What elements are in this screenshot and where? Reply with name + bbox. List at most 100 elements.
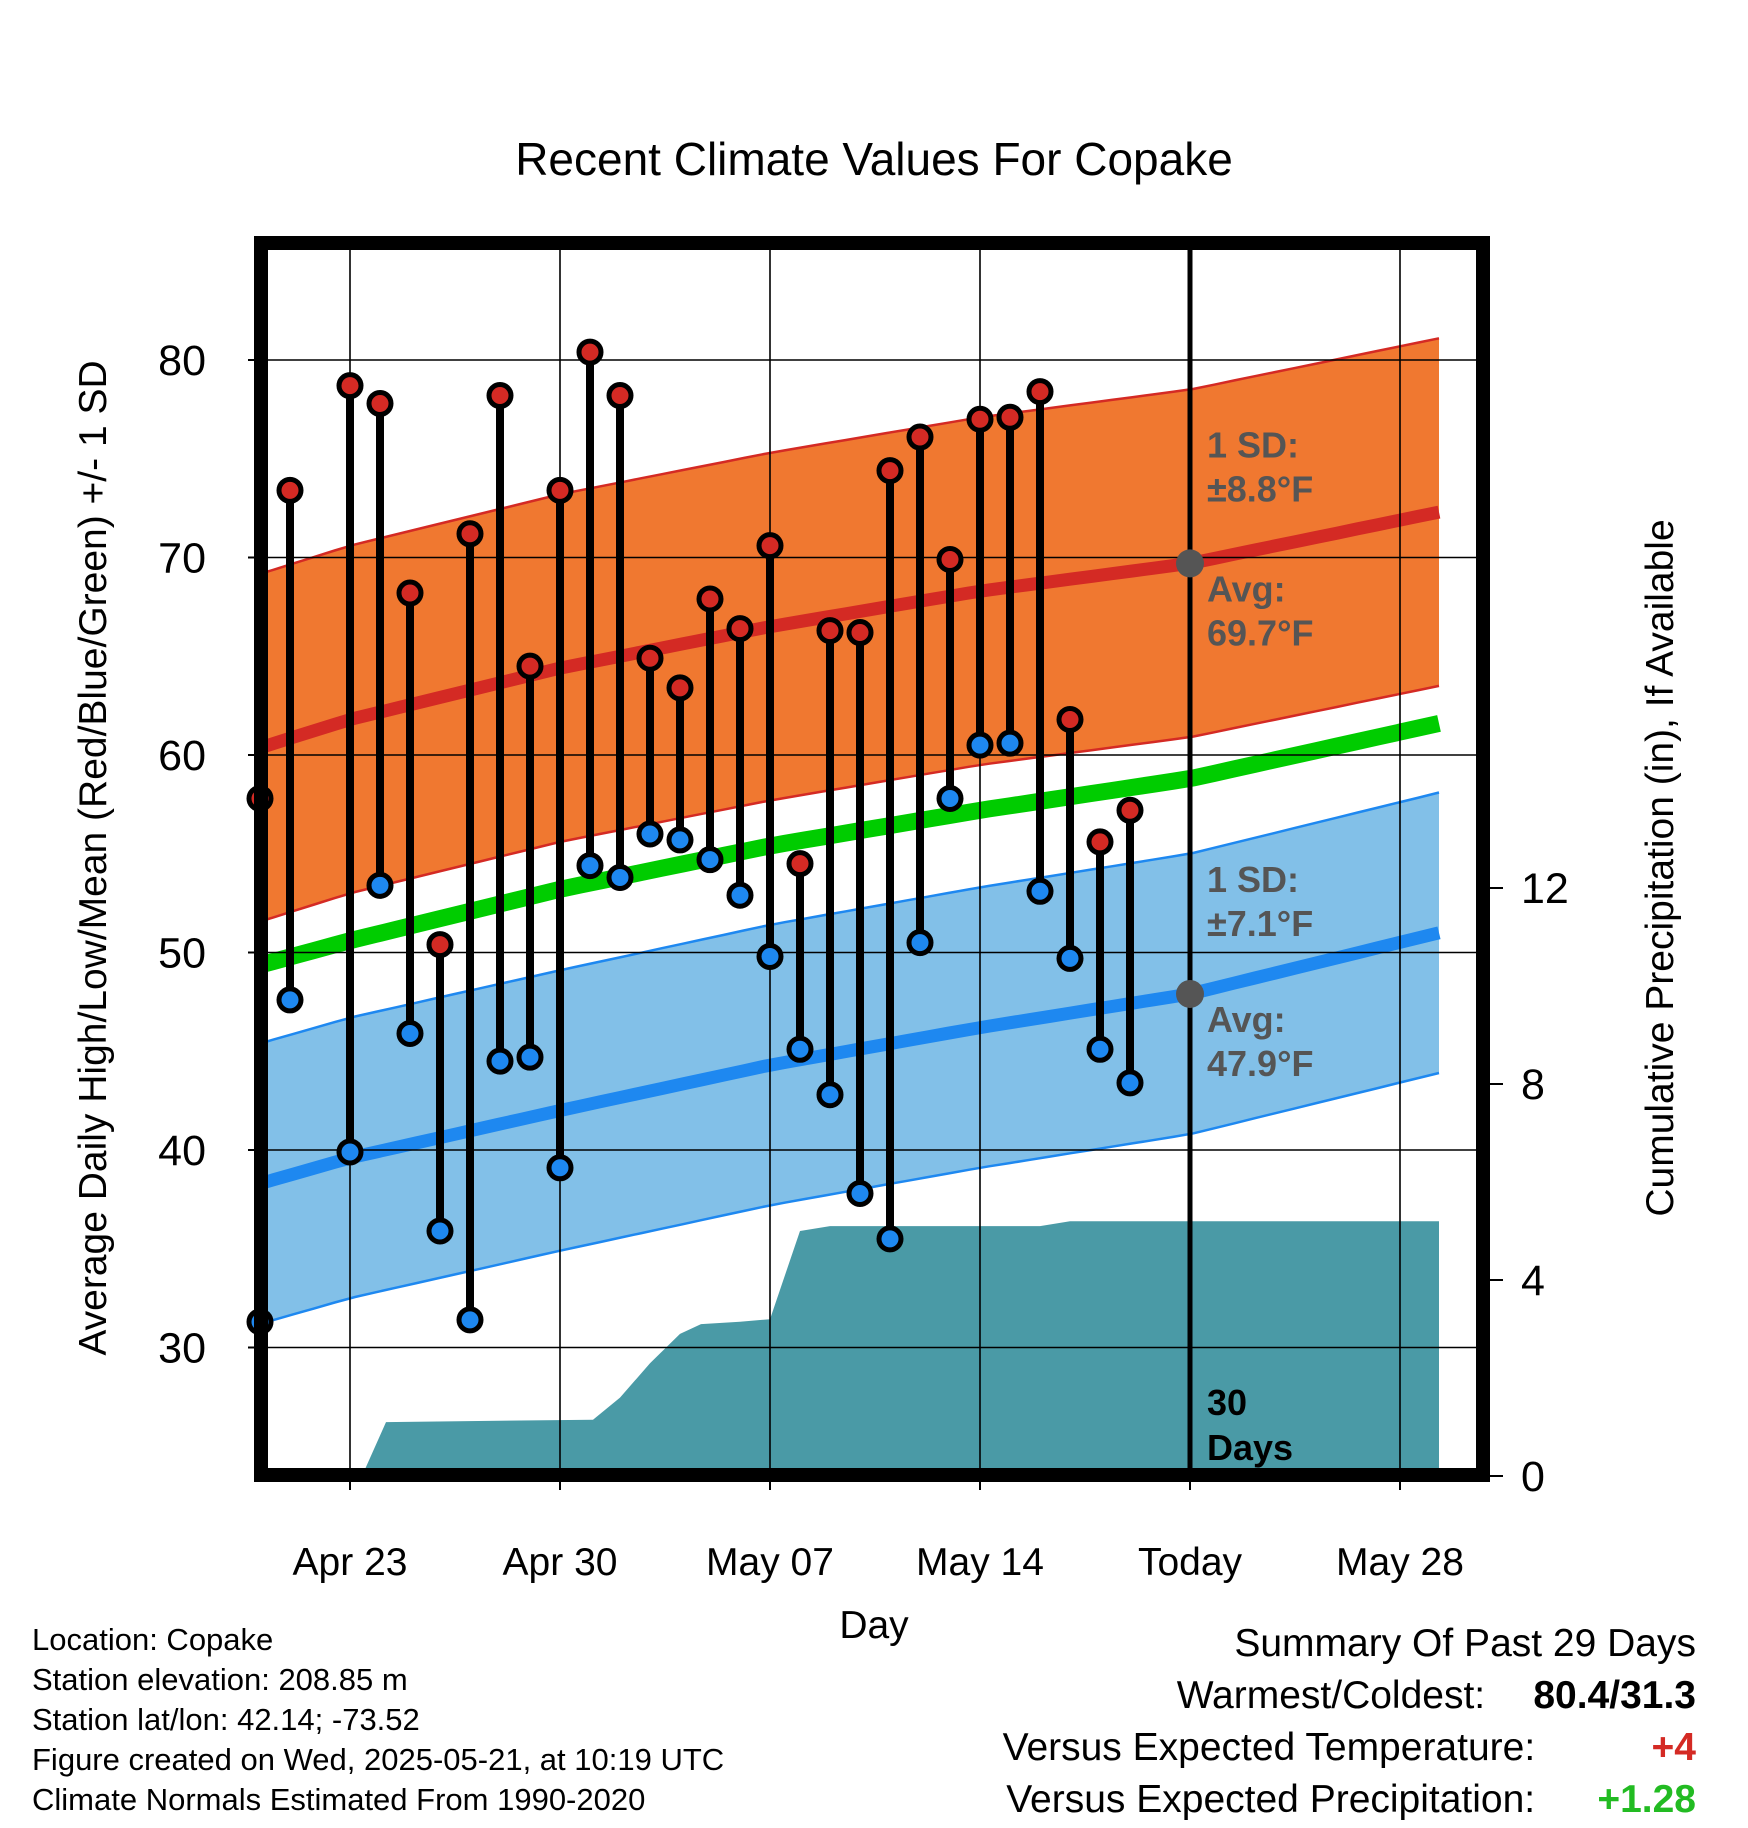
x-tick-label: Today [1138, 1541, 1243, 1584]
daily-high-point [456, 520, 484, 548]
summary-panel: Summary Of Past 29 Days Warmest/Coldest:… [796, 1618, 1696, 1826]
precip-diff-value: +1.28 [1597, 1778, 1696, 1821]
y-tick-label: 70 [158, 535, 206, 583]
daily-high-point [906, 423, 934, 451]
daily-high-point [516, 652, 544, 680]
precip-diff-label: Versus Expected Precipitation: [1006, 1778, 1536, 1821]
daily-high-point [486, 382, 514, 410]
daily-high-point [1026, 378, 1054, 406]
daily-low-point [816, 1081, 844, 1109]
daily-high-point [816, 617, 844, 645]
low-avg-label: Avg: [1207, 999, 1286, 1040]
daily-low-point [366, 871, 394, 899]
daily-high-point [696, 585, 724, 613]
daily-high-point [666, 674, 694, 702]
daily-high-point [936, 545, 964, 573]
days-count-label: 30 [1207, 1382, 1247, 1423]
daily-low-point [996, 729, 1024, 757]
daily-high-point [786, 850, 814, 878]
daily-high-point [1116, 796, 1144, 824]
today-low-avg-marker [1176, 979, 1204, 1008]
y-axis-label: Average Daily High/Low/Mean (Red/Blue/Gr… [72, 360, 115, 1355]
daily-high-point [876, 457, 904, 485]
normals-source-text: Climate Normals Estimated From 1990-2020 [32, 1782, 646, 1817]
daily-low-point [1026, 877, 1054, 905]
daily-low-point [276, 986, 304, 1014]
daily-low-point [456, 1306, 484, 1334]
x-axis-label: Day [839, 1604, 909, 1647]
daily-high-point [276, 476, 304, 504]
y2-tick-label: 0 [1521, 1453, 1545, 1501]
low-sd-value: ±7.1°F [1207, 903, 1313, 944]
high-avg-line [268, 505, 1441, 753]
daily-high-point [606, 382, 634, 410]
warm-cold-label: Warmest/Coldest: [1176, 1674, 1486, 1717]
daily-low-point [906, 929, 934, 957]
y2-axis-label: Cumulative Precipitation (in), If Availa… [1639, 519, 1682, 1216]
daily-high-point [426, 931, 454, 959]
daily-low-point [606, 863, 634, 891]
daily-low-point [396, 1019, 424, 1047]
elevation-text: Station elevation: 208.85 m [32, 1662, 408, 1697]
daily-low-point [546, 1154, 574, 1182]
daily-high-point [366, 389, 394, 417]
daily-high-point [576, 338, 604, 366]
x-tick-label: Apr 30 [503, 1541, 618, 1584]
days-word-label: Days [1207, 1427, 1293, 1468]
warm-cold-value: 80.4/31.3 [1533, 1674, 1696, 1717]
y-tick-label: 30 [158, 1325, 206, 1373]
daily-high-point [546, 476, 574, 504]
daily-low-point [726, 881, 754, 909]
station-info: Location: Copake Station elevation: 208.… [32, 1620, 724, 1820]
daily-high-point [636, 644, 664, 672]
y-tick-label: 60 [158, 732, 206, 780]
temp-diff-label: Versus Expected Temperature: [1002, 1726, 1536, 1769]
x-tick-label: May 07 [706, 1541, 834, 1584]
high-sd-lower-edge [268, 684, 1440, 921]
summary-title: Summary Of Past 29 Days [1234, 1622, 1696, 1665]
daily-low-point [576, 852, 604, 880]
daily-high-point [726, 615, 754, 643]
daily-high-point [1056, 705, 1084, 733]
y-tick-label: 40 [158, 1127, 206, 1175]
low-sd-lower-edge [268, 1071, 1440, 1323]
daily-low-point [1056, 944, 1084, 972]
daily-high-point [996, 403, 1024, 431]
high-avg-value: 69.7°F [1207, 612, 1313, 653]
y-tick-label: 50 [158, 930, 206, 978]
today-high-avg-marker [1176, 549, 1204, 578]
daily-high-point [846, 619, 874, 647]
high-avg-label: Avg: [1207, 568, 1286, 609]
daily-low-point [426, 1217, 454, 1245]
low-sd-upper-edge [268, 791, 1440, 1043]
daily-low-point [756, 942, 784, 970]
high-sd-value: ±8.8°F [1207, 469, 1313, 510]
low-avg-line [268, 926, 1441, 1189]
daily-low-point [1086, 1035, 1114, 1063]
y2-tick-label: 4 [1521, 1257, 1545, 1305]
summary-precip-row: Versus Expected Precipitation: +1.28 [796, 1774, 1696, 1826]
low-avg-value: 47.9°F [1207, 1043, 1313, 1084]
y-tick-label: 80 [158, 337, 206, 385]
daily-high-point [1086, 828, 1114, 856]
plot-frame [254, 236, 1490, 1482]
daily-low-point [936, 784, 964, 812]
x-tick-label: May 28 [1336, 1541, 1464, 1584]
temp-diff-value: +4 [1651, 1726, 1696, 1769]
daily-high-point [756, 532, 784, 560]
daily-low-point [696, 846, 724, 874]
x-tick-label: May 14 [916, 1541, 1044, 1584]
high-sd-upper-edge [268, 337, 1440, 573]
latlon-text: Station lat/lon: 42.14; -73.52 [32, 1702, 420, 1737]
daily-low-point [786, 1035, 814, 1063]
location-text: Location: Copake [32, 1622, 274, 1657]
summary-warm-cold-row: Warmest/Coldest: 80.4/31.3 [796, 1670, 1696, 1722]
low-sd-label: 1 SD: [1207, 859, 1299, 900]
daily-low-point [666, 826, 694, 854]
created-text: Figure created on Wed, 2025-05-21, at 10… [32, 1742, 725, 1777]
daily-low-point [486, 1047, 514, 1075]
chart-title: Recent Climate Values For Copake [515, 133, 1233, 185]
y2-tick-label: 8 [1521, 1061, 1545, 1109]
daily-low-point [336, 1138, 364, 1166]
